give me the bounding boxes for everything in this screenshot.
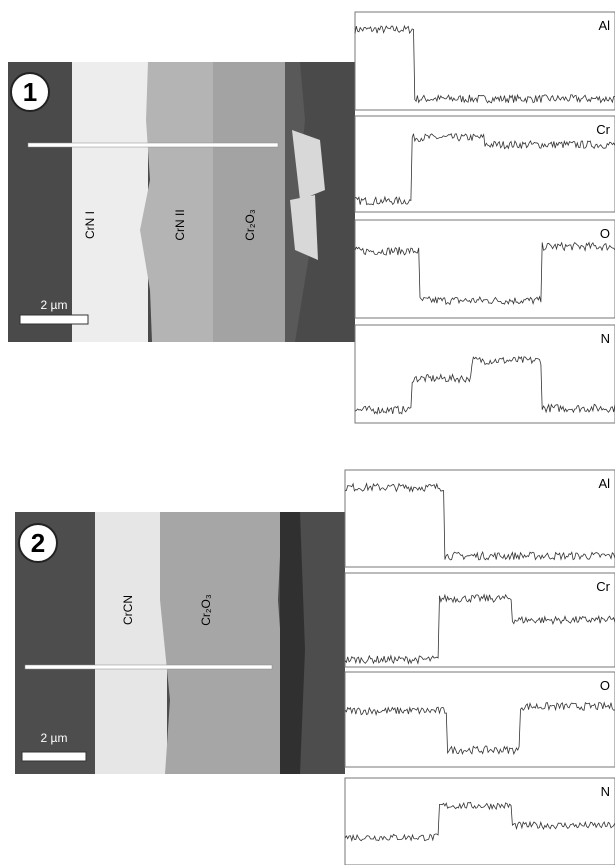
layer-label: Cr₂O₃ (199, 594, 213, 626)
element-label: O (600, 226, 610, 241)
element-label: Cr (596, 122, 610, 137)
panel-number: 1 (23, 77, 37, 107)
scan-box (344, 671, 615, 768)
panel-number: 2 (31, 528, 45, 558)
element-label: Al (598, 18, 610, 33)
sem-image-1: 1 CrN I CrN II Cr₂O₃ 2 µm (8, 62, 355, 342)
line-scan (355, 132, 615, 206)
line-scan (344, 801, 615, 843)
scan-box (354, 11, 615, 111)
layer-label: CrCN (121, 595, 135, 625)
scan-box (344, 572, 615, 668)
layer-label: Cr₂O₃ (243, 209, 257, 241)
element-label: N (601, 331, 610, 346)
element-label: O (600, 678, 610, 693)
layer-label: CrN I (83, 211, 97, 239)
line-scan (344, 701, 615, 756)
scale-bar-label: 2 µm (41, 298, 68, 312)
element-label: N (601, 784, 610, 799)
scan-box (354, 115, 615, 213)
sem-image-2: 2 CrCN Cr₂O₃ 2 µm (15, 512, 345, 774)
line-scan (344, 593, 615, 665)
line-scan (344, 482, 615, 561)
scan-box (344, 469, 615, 568)
element-label: Al (598, 476, 610, 491)
element-label: Cr (596, 579, 610, 594)
scan-box (344, 777, 615, 865)
line-scan (354, 355, 615, 415)
line-scan (354, 24, 615, 104)
scale-bar-label: 2 µm (41, 731, 68, 745)
scan-box (354, 219, 615, 319)
layer-label: CrN II (173, 209, 187, 240)
line-scan (354, 241, 615, 306)
